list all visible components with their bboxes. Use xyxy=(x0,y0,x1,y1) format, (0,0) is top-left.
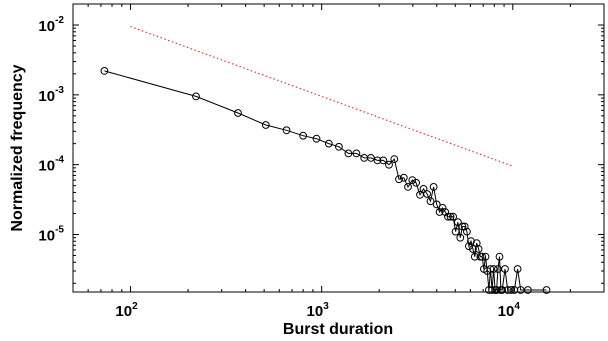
data-point-marker xyxy=(438,204,447,212)
data-point-marker xyxy=(399,173,408,182)
data-point-marker xyxy=(495,252,504,261)
data-point-marker xyxy=(513,265,522,273)
data-point-marker xyxy=(463,227,471,236)
data-point-marker xyxy=(352,149,361,158)
data-point-marker xyxy=(524,286,532,294)
data-point-marker xyxy=(498,286,507,294)
data-point-marker xyxy=(344,149,353,158)
data-point-marker xyxy=(385,160,393,169)
data-point-marker xyxy=(426,197,435,206)
y-axis-title: Normalized frequency xyxy=(9,64,26,231)
data-point-marker xyxy=(390,155,399,164)
data-point-marker xyxy=(412,178,421,187)
data-series-line xyxy=(104,70,547,291)
data-point-marker xyxy=(458,222,467,231)
data-point-marker xyxy=(429,183,438,191)
data-point-marker xyxy=(454,218,462,227)
data-point-marker xyxy=(478,252,487,261)
x-tick-label: 103 xyxy=(307,301,330,320)
data-point-marker xyxy=(465,242,473,251)
data-point-marker xyxy=(451,227,460,236)
data-point-marker xyxy=(481,252,490,261)
data-point-marker xyxy=(335,142,343,151)
data-point-marker xyxy=(486,265,495,273)
data-point-marker xyxy=(501,265,509,273)
data-point-marker xyxy=(367,154,375,162)
data-point-marker xyxy=(485,286,493,294)
y-tick-label: 10-4 xyxy=(38,155,64,175)
data-point-marker xyxy=(542,286,551,294)
data-point-marker xyxy=(507,286,516,294)
x-tick-label: 104 xyxy=(498,301,521,320)
data-point-marker xyxy=(470,252,479,261)
data-point-marker xyxy=(234,109,242,117)
data-point-marker xyxy=(432,200,441,209)
x-tick-label: 102 xyxy=(115,301,138,320)
data-point-marker xyxy=(489,265,498,273)
data-point-marker xyxy=(488,286,497,294)
data-point-marker xyxy=(395,175,403,184)
data-point-marker xyxy=(100,67,109,75)
y-tick-label: 10-3 xyxy=(38,85,64,105)
y-tick-label: 10-2 xyxy=(38,15,64,35)
x-axis-ticks: 102 103 104 xyxy=(72,4,605,320)
y-tick-label: 10-5 xyxy=(38,224,64,244)
data-point-marker xyxy=(192,92,200,101)
data-point-marker xyxy=(444,212,452,221)
data-point-marker xyxy=(324,139,333,148)
data-point-marker xyxy=(510,286,519,294)
data-point-marker xyxy=(419,185,428,193)
data-point-marker xyxy=(456,233,465,242)
data-point-marker xyxy=(492,286,501,294)
data-point-marker xyxy=(312,134,321,143)
plot-frame xyxy=(72,3,605,293)
data-point-marker xyxy=(469,245,477,253)
data-point-marker xyxy=(261,121,270,129)
data-point-marker xyxy=(474,245,483,253)
reference-slope-line xyxy=(130,26,514,167)
data-point-marker xyxy=(449,212,458,221)
y-axis-ticks: 10-5 10-4 10-3 10-2 xyxy=(38,3,604,284)
data-point-marker xyxy=(460,222,469,231)
data-point-marker xyxy=(467,237,475,246)
data-point-marker xyxy=(472,239,481,248)
data-point-marker xyxy=(299,131,308,140)
x-axis-title: Burst duration xyxy=(283,321,393,338)
data-point-marker xyxy=(423,190,432,198)
data-point-marker xyxy=(282,126,291,135)
series-layer xyxy=(100,26,551,294)
data-point-marker xyxy=(404,183,412,191)
data-point-marker xyxy=(379,156,388,165)
data-point-marker xyxy=(373,156,382,165)
data-point-marker xyxy=(446,212,455,221)
